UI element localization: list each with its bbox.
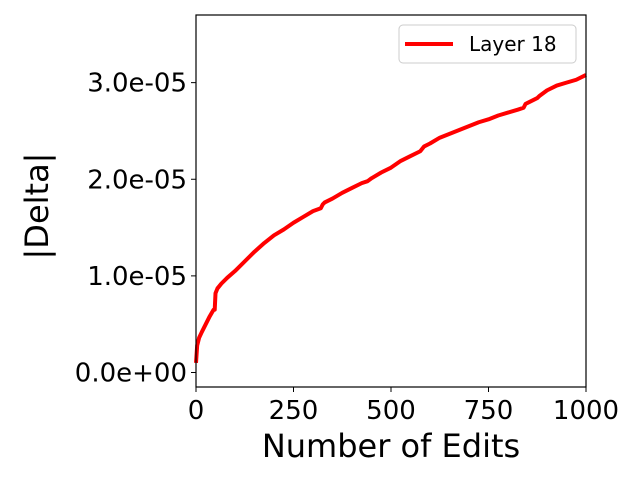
y-tick-label: 0.0e+00	[75, 359, 187, 389]
y-axis: 0.0e+00 1.0e-05 2.0e-05 3.0e-05	[75, 69, 196, 389]
y-tick-label: 1.0e-05	[87, 262, 187, 292]
y-tick-label: 2.0e-05	[87, 165, 187, 195]
y-tick-label: 3.0e-05	[87, 69, 187, 99]
x-tick-label: 250	[269, 396, 319, 426]
plot-frame	[195, 14, 587, 388]
x-axis: 0 250 500 750 1000	[188, 387, 619, 426]
legend-frame	[398, 24, 577, 64]
x-tick-label: 1000	[553, 396, 619, 426]
legend: Layer 18	[398, 24, 577, 64]
x-axis-title: Number of Edits	[262, 427, 520, 465]
y-axis-title: |Delta|	[18, 153, 56, 260]
series-line-0	[194, 73, 587, 363]
series-lines	[194, 73, 587, 363]
x-tick-label: 0	[188, 396, 205, 426]
x-tick-label: 500	[366, 396, 416, 426]
legend-label-layer-18: Layer 18	[469, 32, 557, 56]
x-tick-label: 750	[464, 396, 514, 426]
